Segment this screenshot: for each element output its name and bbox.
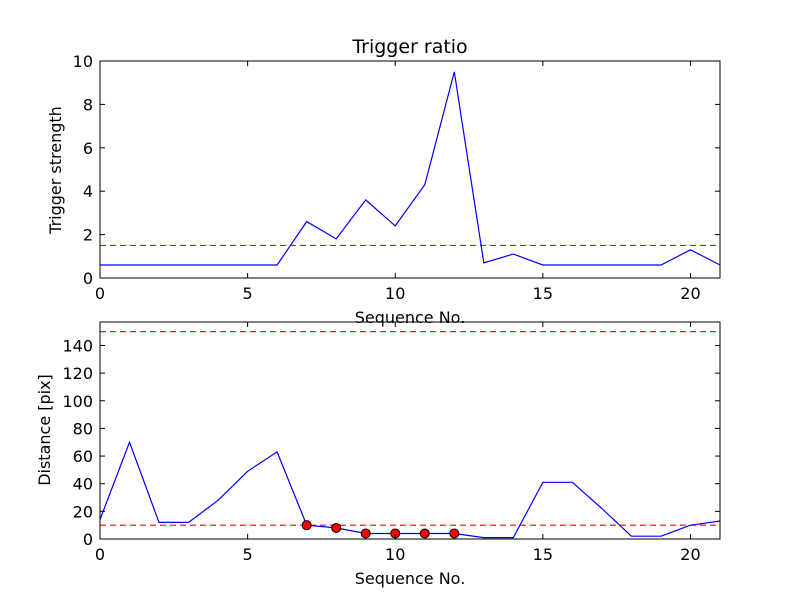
top-series-line-0 [100,71,721,266]
trigger-ratio-plot: Trigger ratio 0 5 10 15 20 0 2 4 6 8 10 Sequence N… [46,36,721,327]
bottom-y-tick-label: 0 [83,530,93,549]
top-x-tick-label: 15 [533,284,553,303]
top-x-tick-label: 5 [243,284,253,303]
top-x-tick-label: 10 [385,284,405,303]
bottom-x-tick-label: 5 [243,545,253,564]
bottom-x-tick-label: 20 [680,545,700,564]
bottom-marker-point [419,528,430,539]
top-y-tick-label: 0 [83,269,93,288]
bottom-marker-point [360,528,371,539]
top-chart-title: Trigger ratio [351,36,467,58]
bottom-y-tick-label: 80 [73,419,93,438]
top-x-axis-label: Sequence No. [355,308,466,327]
bottom-y-axis-label: Distance [pix] [35,374,54,486]
top-x-tick-label: 20 [680,284,700,303]
top-y-tick-label: 6 [83,139,93,158]
top-y-tick-label: 10 [73,52,93,71]
top-y-axis-label: Trigger strength [46,106,65,235]
top-y-tick-label: 2 [83,226,93,245]
bottom-y-tick-label: 100 [62,392,93,411]
bottom-marker-point [331,522,342,533]
bottom-x-tick-label: 10 [385,545,405,564]
top-y-tick-label: 8 [83,95,93,114]
bottom-y-tick-label: 40 [73,475,93,494]
bottom-marker-point [301,520,312,531]
top-y-tick-label: 4 [83,182,93,201]
bottom-y-tick-label: 120 [62,364,93,383]
top-x-tick-label: 0 [95,284,105,303]
bottom-y-tick-label: 20 [73,502,93,521]
bottom-marker-point [449,528,460,539]
bottom-y-tick-label: 140 [62,336,93,355]
bottom-x-tick-label: 0 [95,545,105,564]
bottom-x-tick-label: 15 [533,545,553,564]
bottom-x-axis-label: Sequence No. [355,569,466,588]
bottom-series-line-0 [99,440,721,539]
bottom-y-tick-label: 60 [73,447,93,466]
